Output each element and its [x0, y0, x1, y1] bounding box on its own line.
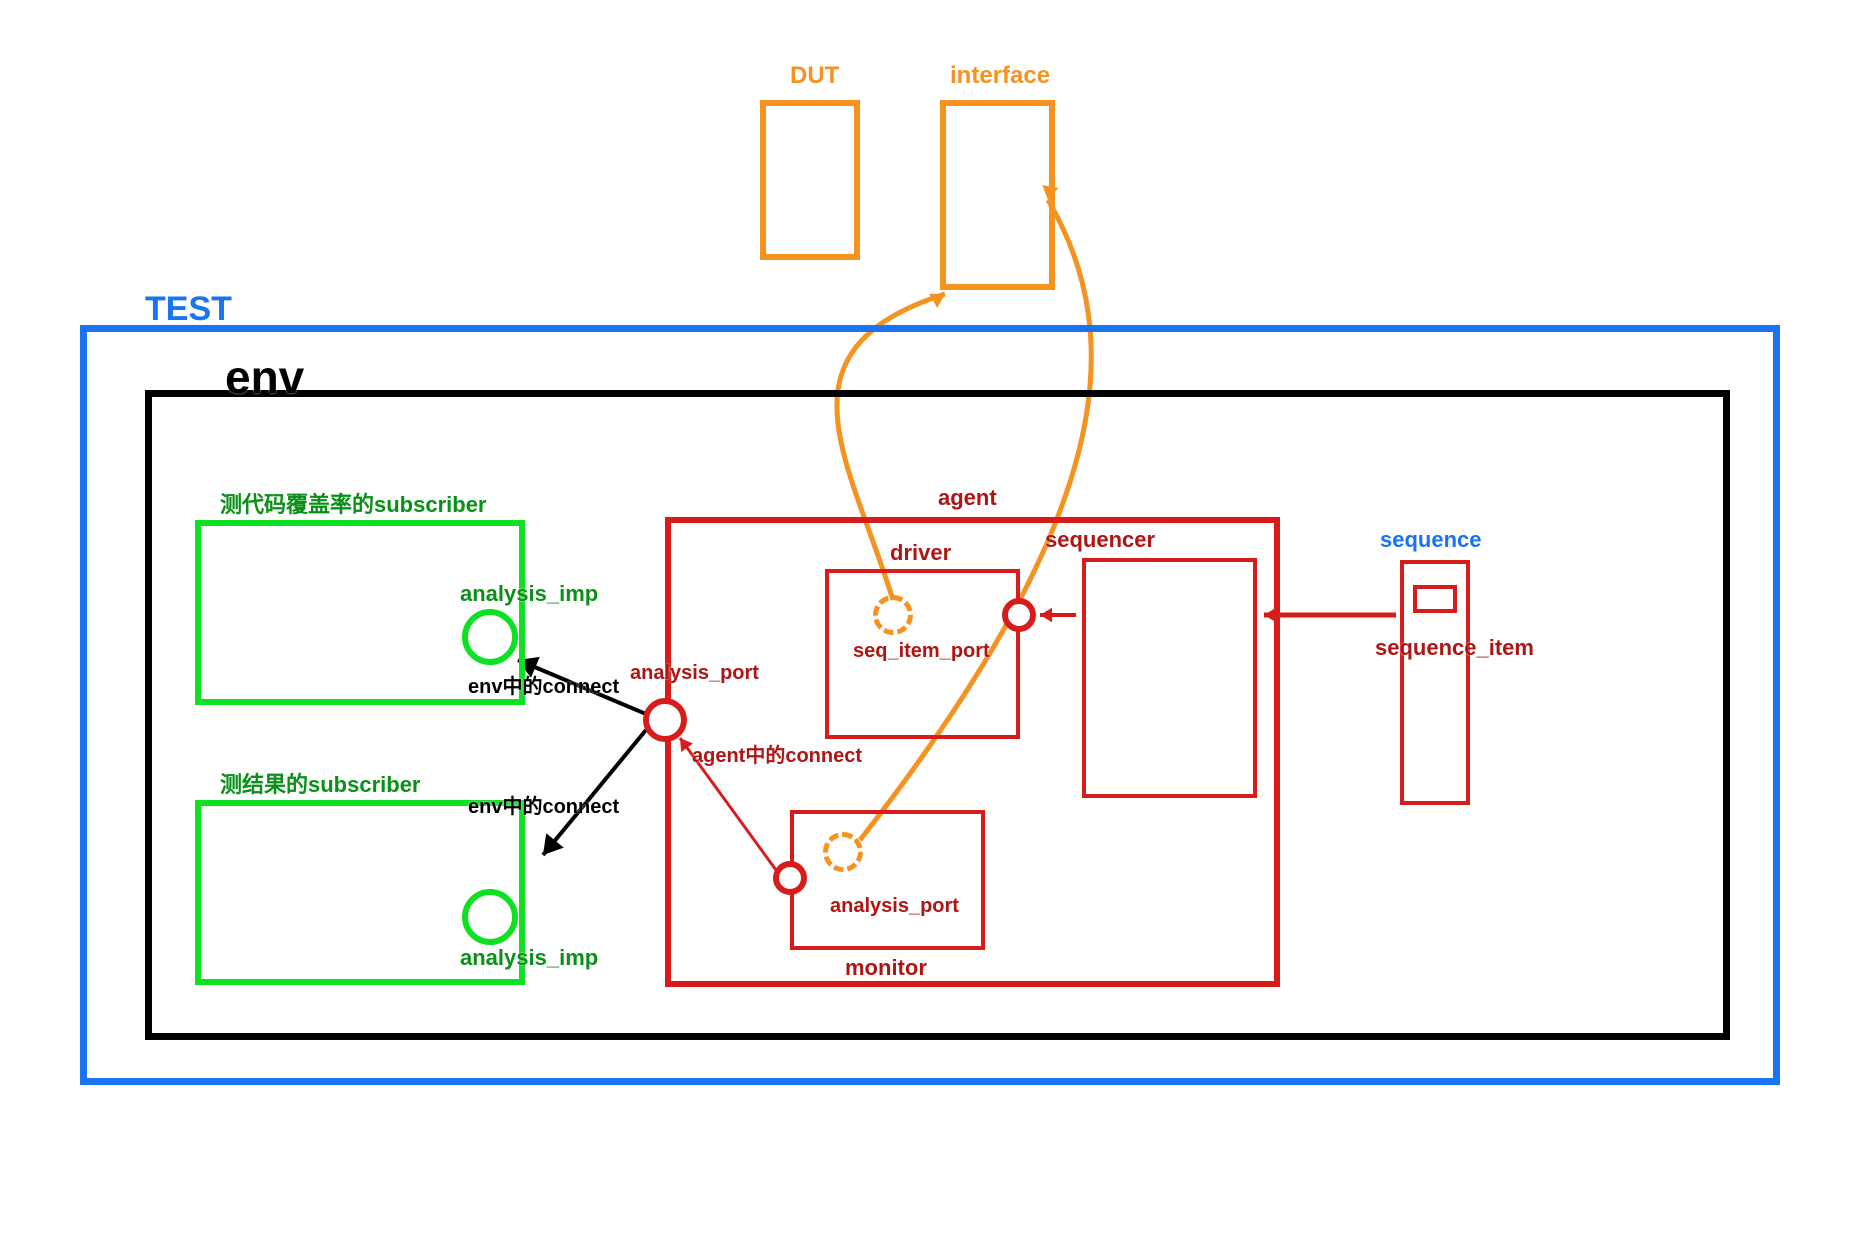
box-dut: [760, 100, 860, 260]
label-env_conn2: env中的connect: [468, 790, 619, 819]
label-seq_item: sequence_item: [1375, 635, 1534, 661]
label-imp2: analysis_imp: [460, 945, 598, 971]
label-sub1: 测代码覆盖率的subscriber: [220, 487, 487, 519]
label-test: TEST: [145, 290, 232, 329]
circle-aport: [643, 698, 687, 742]
label-aport: analysis_port: [630, 662, 759, 685]
label-sequence: sequence: [1380, 527, 1482, 553]
label-agent_conn: agent中的connect: [692, 739, 862, 768]
circle-imp1: [462, 609, 518, 665]
label-dut: DUT: [790, 62, 839, 90]
circle-mon_port: [773, 861, 807, 895]
diagram-canvas: TEST env DUT interface 测代码覆盖率的subscriber 测结果的…: [0, 0, 1863, 1235]
label-interface: interface: [950, 62, 1050, 90]
dashed-circle-mon_if: [823, 832, 863, 872]
circle-seq_port: [1002, 598, 1036, 632]
label-mon_aport: analysis_port: [830, 895, 959, 918]
label-sub2: 测结果的subscriber: [220, 767, 421, 799]
dashed-circle-drv_if: [873, 595, 913, 635]
label-agent: agent: [938, 485, 997, 511]
label-seq_port: seq_item_port: [853, 640, 990, 663]
box-monitor: [790, 810, 985, 950]
label-imp1: analysis_imp: [460, 581, 598, 607]
label-sequencer: sequencer: [1045, 527, 1155, 553]
box-seq_item: [1413, 585, 1457, 613]
label-driver: driver: [890, 540, 951, 566]
label-monitor: monitor: [845, 955, 927, 981]
label-env: env: [225, 350, 304, 404]
box-interface: [940, 100, 1055, 290]
box-sequencer: [1082, 558, 1257, 798]
label-env_conn1: env中的connect: [468, 670, 619, 699]
circle-imp2: [462, 889, 518, 945]
